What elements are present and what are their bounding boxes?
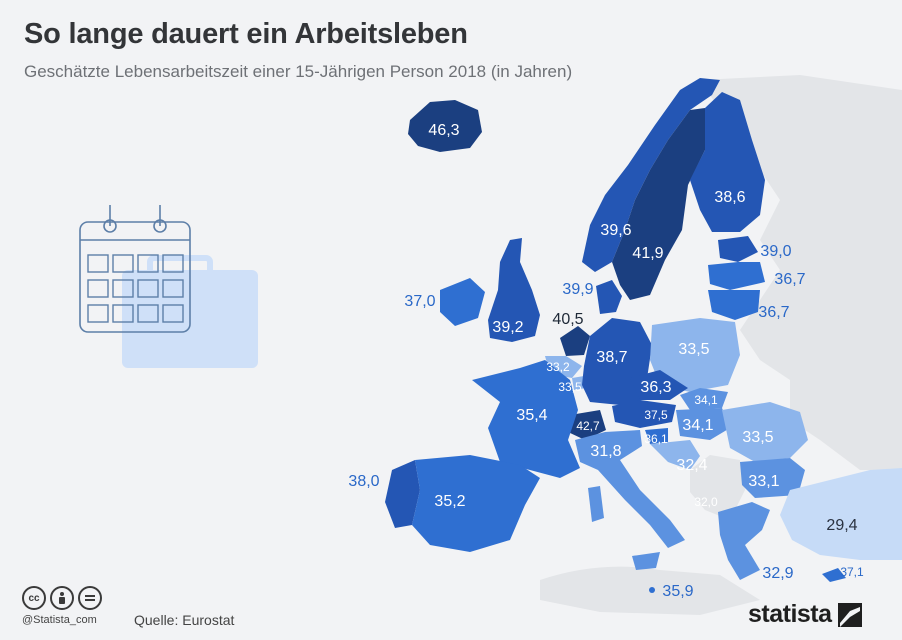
country-czechia bbox=[630, 370, 688, 400]
country-latvia bbox=[708, 262, 765, 290]
country-france bbox=[472, 360, 580, 478]
label-hungary: 34,1 bbox=[682, 417, 713, 434]
country-finland bbox=[690, 92, 765, 232]
label-bulgaria: 33,1 bbox=[748, 473, 779, 490]
country-austria bbox=[612, 400, 676, 428]
label-spain: 35,2 bbox=[434, 493, 465, 510]
label-denmark: 39,9 bbox=[562, 281, 593, 298]
cc-icon: cc bbox=[22, 586, 46, 610]
label-iceland: 46,3 bbox=[428, 122, 459, 139]
label-finland: 38,6 bbox=[714, 189, 745, 206]
calendar-briefcase-icon bbox=[79, 205, 258, 368]
label-switzerland: 42,7 bbox=[576, 419, 600, 433]
country-luxembourg bbox=[572, 376, 586, 390]
label-lithuania: 36,7 bbox=[758, 304, 789, 321]
chart-subtitle: Geschätzte Lebensarbeitszeit einer 15-Jä… bbox=[24, 62, 573, 81]
country-sardinia bbox=[588, 486, 604, 522]
country-cyprus bbox=[822, 568, 846, 582]
country-italy bbox=[575, 430, 685, 548]
country-uk bbox=[488, 238, 540, 342]
label-uk: 39,2 bbox=[492, 319, 523, 336]
country-croatia bbox=[650, 440, 700, 470]
license-icons: cc bbox=[22, 586, 102, 610]
country-slovakia bbox=[680, 388, 728, 410]
label-sweden: 41,9 bbox=[632, 245, 663, 262]
chart-title: So lange dauert ein Arbeitsleben bbox=[24, 18, 468, 50]
country-portugal bbox=[385, 460, 420, 528]
label-poland: 33,5 bbox=[678, 341, 709, 358]
label-germany: 38,7 bbox=[596, 349, 627, 366]
label-netherlands: 40,5 bbox=[552, 311, 583, 328]
statista-logo: statista bbox=[748, 600, 862, 629]
country-poland bbox=[650, 318, 740, 392]
country-iceland bbox=[408, 100, 482, 152]
label-france: 35,4 bbox=[516, 407, 547, 424]
country-ireland bbox=[440, 278, 485, 326]
label-greece: 32,9 bbox=[762, 565, 793, 582]
label-romania: 33,5 bbox=[742, 429, 773, 446]
label-north-macedonia: 32,0 bbox=[694, 495, 718, 509]
label-turkey: 29,4 bbox=[826, 517, 857, 534]
by-person-icon bbox=[50, 586, 74, 610]
country-north-macedonia bbox=[700, 490, 728, 510]
source-note: Quelle: Eurostat bbox=[134, 612, 235, 628]
country-turkey bbox=[780, 468, 902, 560]
label-malta: 35,9 bbox=[662, 583, 693, 600]
country-slovenia bbox=[645, 428, 668, 444]
label-portugal: 38,0 bbox=[348, 473, 379, 490]
country-greece bbox=[718, 502, 770, 580]
brand-name: statista bbox=[748, 600, 832, 628]
country-netherlands bbox=[560, 326, 590, 356]
country-switzerland bbox=[568, 410, 606, 440]
label-slovenia: 36,1 bbox=[644, 432, 668, 446]
country-estonia bbox=[718, 236, 758, 262]
label-luxembourg: 33,5 bbox=[558, 380, 582, 394]
label-cyprus: 37,1 bbox=[840, 565, 864, 579]
label-ireland: 37,0 bbox=[404, 293, 435, 310]
country-romania bbox=[722, 402, 808, 462]
statista-mark-icon bbox=[837, 602, 862, 627]
country-lithuania bbox=[708, 290, 760, 320]
nd-equal-icon bbox=[78, 586, 102, 610]
label-estonia: 39,0 bbox=[760, 243, 791, 260]
label-slovakia: 34,1 bbox=[694, 393, 718, 407]
country-spain bbox=[412, 455, 540, 552]
label-croatia: 32,4 bbox=[676, 457, 707, 474]
label-czechia: 36,3 bbox=[640, 379, 671, 396]
country-norway bbox=[582, 78, 720, 272]
label-italy: 31,8 bbox=[590, 443, 621, 460]
label-austria: 37,5 bbox=[644, 408, 668, 422]
label-latvia: 36,7 bbox=[774, 271, 805, 288]
statista-handle: @Statista_com bbox=[22, 614, 97, 626]
country-bulgaria bbox=[740, 458, 805, 498]
country-hungary bbox=[676, 408, 730, 440]
country-malta bbox=[649, 587, 655, 593]
background-land-east bbox=[700, 75, 902, 470]
country-sicily bbox=[632, 552, 660, 570]
label-norway: 39,6 bbox=[600, 222, 631, 239]
label-belgium: 33,2 bbox=[546, 360, 570, 374]
country-denmark bbox=[596, 280, 622, 314]
country-sweden bbox=[612, 108, 705, 300]
